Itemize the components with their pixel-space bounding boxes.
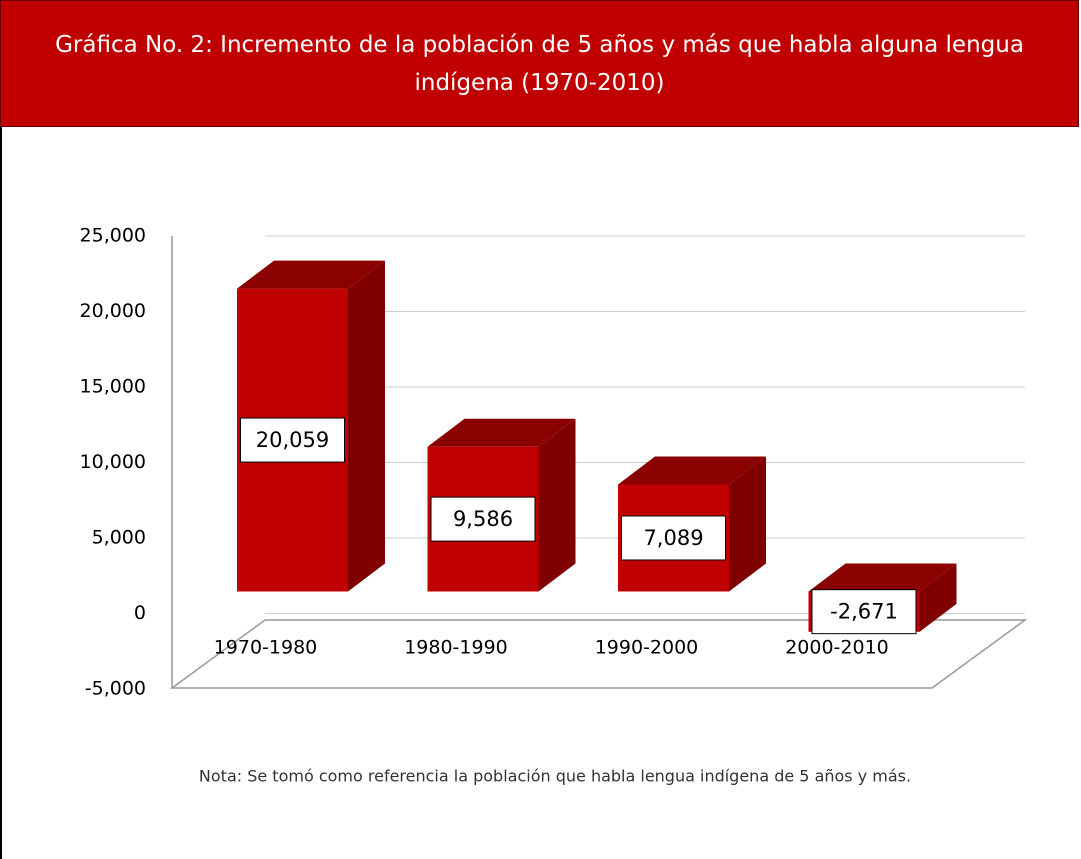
floor <box>169 619 1028 689</box>
value-label: 20,059 <box>256 428 329 452</box>
value-label: 7,089 <box>643 526 703 550</box>
value-label: -2,671 <box>830 600 898 624</box>
value-label-box <box>811 589 917 635</box>
x-tick-label: 2000-2010 <box>785 637 889 659</box>
y-tick-label: -5,000 <box>85 678 146 700</box>
value-label: 9,586 <box>453 507 513 531</box>
frame-border <box>0 127 2 859</box>
value-label-box <box>621 515 726 561</box>
chart-title: Gráfica No. 2: Incremento de la població… <box>0 0 1079 127</box>
bar-side <box>729 456 766 592</box>
value-label-box <box>240 417 345 463</box>
x-tick-label: 1990-2000 <box>595 637 699 659</box>
value-label-box <box>430 496 536 542</box>
bar-top <box>618 456 766 485</box>
y-tick-label: 25,000 <box>80 225 146 247</box>
bar-top <box>808 563 957 592</box>
y-tick-label: 10,000 <box>80 451 146 473</box>
y-tick-label: 15,000 <box>80 376 146 398</box>
note: Nota: Se tomó como referencia la poblaci… <box>199 767 911 786</box>
y-tick-label: 5,000 <box>92 527 146 549</box>
bar-top <box>237 260 385 289</box>
y-tick-label: 20,000 <box>80 300 146 322</box>
bar-side <box>348 260 385 592</box>
bar-side <box>919 563 957 632</box>
bar-side <box>538 418 576 592</box>
bar-top <box>427 418 576 447</box>
x-tick-label: 1980-1990 <box>404 637 508 659</box>
x-tick-label: 1970-1980 <box>214 637 318 659</box>
y-tick-label: 0 <box>134 602 146 624</box>
